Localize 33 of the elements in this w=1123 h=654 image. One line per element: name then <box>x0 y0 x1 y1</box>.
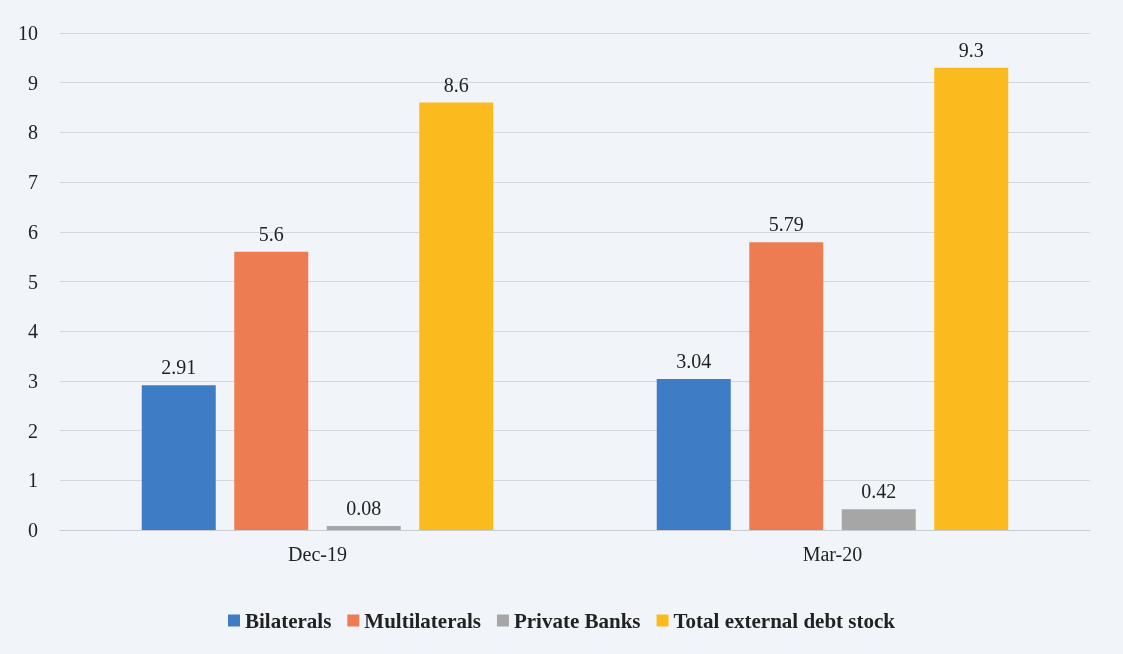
bar <box>841 509 916 530</box>
legend-label: Bilaterals <box>245 608 332 633</box>
legend-label: Total external debt stock <box>673 608 896 633</box>
bar <box>934 67 1009 530</box>
bar <box>749 242 824 530</box>
legend-label: Multilaterals <box>364 608 481 633</box>
legend-label: Private Banks <box>513 608 641 633</box>
bar <box>141 385 216 530</box>
data-label: 0.42 <box>861 480 897 503</box>
bar <box>234 251 309 530</box>
data-label: 5.79 <box>768 213 804 236</box>
bar <box>326 526 401 530</box>
y-tick-label: 0 <box>28 519 38 541</box>
x-tick-label: Dec-19 <box>288 543 347 565</box>
data-label: 5.6 <box>258 222 284 245</box>
data-label: 3.04 <box>676 349 712 372</box>
y-tick-label: 10 <box>18 22 38 44</box>
y-tick-label: 5 <box>28 270 38 293</box>
x-tick-label: Mar-20 <box>802 543 863 565</box>
data-label: 0.08 <box>346 497 382 520</box>
y-tick-label: 8 <box>28 121 38 144</box>
data-label: 2.91 <box>161 356 197 379</box>
y-tick-label: 1 <box>28 469 38 492</box>
y-tick-label: 4 <box>28 320 38 343</box>
y-tick-label: 9 <box>28 71 38 94</box>
y-tick-label: 3 <box>28 369 38 392</box>
data-label: 9.3 <box>958 38 984 61</box>
y-tick-label: 7 <box>28 171 38 194</box>
y-tick-label: 2 <box>28 419 38 442</box>
y-tick-label: 6 <box>28 220 38 243</box>
bar <box>656 378 731 530</box>
data-label: 8.6 <box>443 73 469 96</box>
bar <box>419 102 494 530</box>
